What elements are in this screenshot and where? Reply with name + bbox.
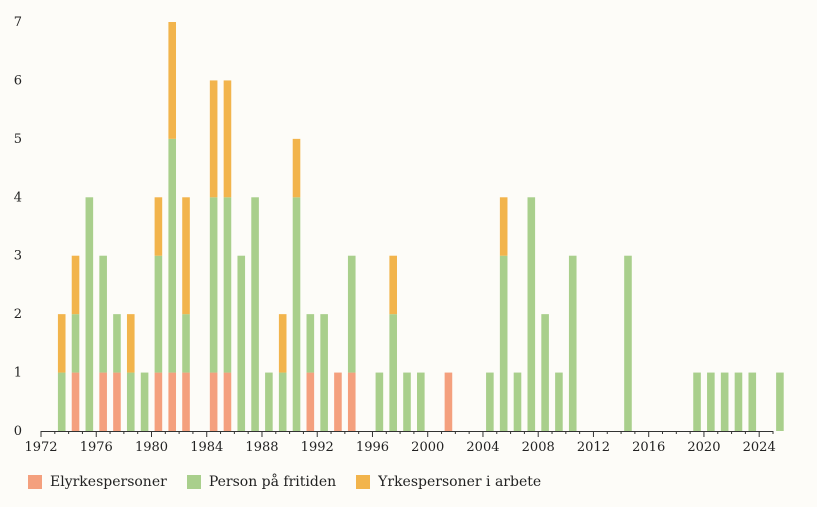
bar-segment-1980-series-0 [154, 372, 163, 431]
y-axis: 0 1 2 3 4 5 6 7 [14, 15, 22, 439]
bar-segment-1980-series-2 [154, 197, 163, 256]
bar-segment-1985-series-0 [223, 372, 232, 431]
bar-segment-1973-series-2 [57, 314, 66, 373]
bar-segment-1989-series-1 [278, 372, 287, 431]
legend-label: Person på fritiden [208, 474, 337, 490]
stacked-bar-chart: 0 1 2 3 4 5 6 7 1972 1976 1980 1984 1988 1992 1996 200… [14, 15, 784, 455]
bar-segment-2005-series-1 [499, 255, 508, 431]
bar-segment-2025-series-1 [776, 372, 784, 431]
bar-segment-1977-series-0 [113, 372, 121, 431]
bar-segment-1999-series-1 [417, 372, 425, 431]
bar-segment-1985-series-2 [223, 80, 232, 198]
bars-group [57, 22, 784, 431]
legend-swatch [28, 475, 42, 489]
bar-segment-1997-series-1 [389, 314, 397, 431]
x-tick-label: 2016 [632, 440, 665, 455]
bar-segment-1981-series-2 [168, 22, 177, 139]
x-tick-label: 1976 [80, 440, 113, 455]
bar-segment-1981-series-0 [168, 372, 177, 431]
x-tick-label: 1988 [245, 440, 278, 455]
bar-segment-1982-series-1 [182, 314, 190, 373]
bar-segment-1982-series-0 [182, 372, 190, 431]
bar-segment-1973-series-1 [57, 372, 66, 431]
legend-item-person-pa-fritiden: Person på fritiden [186, 474, 337, 490]
bar-segment-1975-series-1 [85, 197, 94, 431]
x-tick-label: 1972 [24, 440, 57, 455]
bar-segment-1987-series-1 [251, 197, 259, 431]
x-tick-label: 1984 [190, 440, 223, 455]
bar-segment-2007-series-1 [527, 197, 536, 431]
bar-segment-1976-series-0 [99, 372, 107, 431]
legend-label: Yrkespersoner i arbete [378, 474, 542, 490]
x-tick-label: 2008 [522, 440, 555, 455]
legend-item-yrkespersoner-i-arbete: Yrkespersoner i arbete [356, 474, 541, 490]
bar-segment-1989-series-2 [278, 314, 287, 373]
bar-segment-2020-series-1 [707, 372, 715, 431]
bar-segment-1994-series-0 [347, 372, 356, 431]
y-tick-label: 3 [14, 249, 22, 264]
bar-segment-1985-series-1 [223, 197, 232, 373]
bar-segment-1990-series-1 [292, 197, 301, 431]
bar-segment-1984-series-1 [209, 197, 218, 373]
x-tick-label: 2000 [411, 440, 444, 455]
legend-swatch [356, 475, 371, 489]
x-tick-label: 2020 [687, 440, 720, 455]
bar-segment-1976-series-1 [99, 255, 107, 373]
x-tick-label: 1980 [135, 440, 168, 455]
bar-segment-2014-series-1 [624, 255, 632, 431]
bar-segment-1981-series-1 [168, 138, 177, 373]
bar-segment-1996-series-1 [375, 372, 384, 431]
bar-segment-1979-series-1 [140, 372, 149, 431]
x-tick-label: 2012 [577, 440, 610, 455]
bar-segment-2005-series-2 [499, 197, 508, 256]
bar-segment-2009-series-1 [555, 372, 563, 431]
bar-segment-1980-series-1 [154, 255, 163, 373]
x-axis: 1972 1976 1980 1984 1988 1992 1996 2000 2004 2008… [24, 431, 776, 455]
bar-segment-1982-series-2 [182, 197, 190, 315]
legend-label: Elyrkespersoner [50, 474, 167, 490]
bar-segment-2004-series-1 [486, 372, 494, 431]
y-tick-label: 5 [14, 132, 22, 147]
bar-segment-2021-series-1 [720, 372, 729, 431]
bar-segment-1994-series-1 [347, 255, 356, 373]
legend-swatch [186, 475, 201, 489]
bar-segment-1991-series-0 [306, 372, 315, 431]
bar-segment-1974-series-0 [71, 372, 80, 431]
bar-segment-1988-series-1 [265, 372, 273, 431]
y-tick-label: 4 [14, 190, 22, 205]
x-tick-label: 1992 [301, 440, 334, 455]
y-tick-label: 6 [14, 73, 22, 88]
bar-segment-1998-series-1 [403, 372, 411, 431]
bar-segment-2010-series-1 [568, 255, 577, 431]
bar-segment-1991-series-1 [306, 314, 315, 373]
y-tick-label: 2 [14, 307, 22, 322]
bar-segment-2006-series-1 [513, 372, 522, 431]
bar-segment-1984-series-0 [209, 372, 218, 431]
bar-segment-1993-series-0 [334, 372, 342, 431]
bar-segment-2008-series-1 [541, 314, 549, 431]
bar-segment-1997-series-2 [389, 255, 397, 315]
legend: Elyrkespersoner Person på fritiden Yrkes… [28, 474, 541, 490]
y-tick-label: 7 [14, 15, 22, 30]
bar-segment-2001-series-0 [444, 372, 453, 431]
bar-segment-1974-series-1 [71, 314, 80, 373]
bar-segment-2022-series-1 [734, 372, 743, 431]
bar-segment-2023-series-1 [748, 372, 757, 431]
bar-segment-1977-series-1 [113, 314, 121, 373]
y-tick-label: 0 [14, 424, 22, 439]
bar-segment-2019-series-1 [693, 372, 701, 431]
bar-segment-1986-series-1 [237, 255, 246, 431]
x-tick-label: 1996 [356, 440, 389, 455]
bar-segment-1992-series-1 [320, 314, 328, 431]
legend-item-elyrkespersoner: Elyrkespersoner [28, 474, 167, 490]
x-tick-label: 2024 [743, 440, 776, 455]
bar-segment-1990-series-2 [292, 138, 301, 198]
y-tick-label: 1 [14, 366, 22, 381]
bar-segment-1974-series-2 [71, 255, 80, 315]
x-tick-label: 2004 [466, 440, 499, 455]
bar-segment-1984-series-2 [209, 80, 218, 198]
bar-segment-1978-series-1 [126, 372, 135, 431]
bar-segment-1978-series-2 [126, 314, 135, 373]
